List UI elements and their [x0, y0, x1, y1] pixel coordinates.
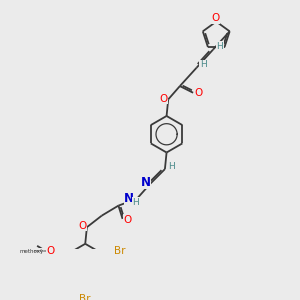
Text: O: O: [195, 88, 203, 98]
Text: H: H: [216, 42, 223, 51]
Text: Br: Br: [80, 294, 91, 300]
Text: N: N: [141, 176, 151, 189]
Text: methoxy: methoxy: [34, 249, 52, 253]
Text: O: O: [79, 220, 87, 230]
Text: N: N: [124, 192, 134, 205]
Text: H: H: [168, 162, 175, 171]
Text: O: O: [159, 94, 167, 103]
Text: O: O: [79, 220, 87, 230]
Text: O: O: [46, 246, 55, 256]
Text: Br: Br: [114, 246, 125, 256]
Text: H: H: [133, 198, 139, 207]
Text: O: O: [123, 215, 132, 225]
Text: O: O: [211, 13, 220, 23]
Text: O: O: [159, 94, 167, 103]
Text: H: H: [200, 60, 206, 69]
Text: O: O: [46, 246, 55, 256]
Text: methoxy: methoxy: [19, 249, 44, 254]
